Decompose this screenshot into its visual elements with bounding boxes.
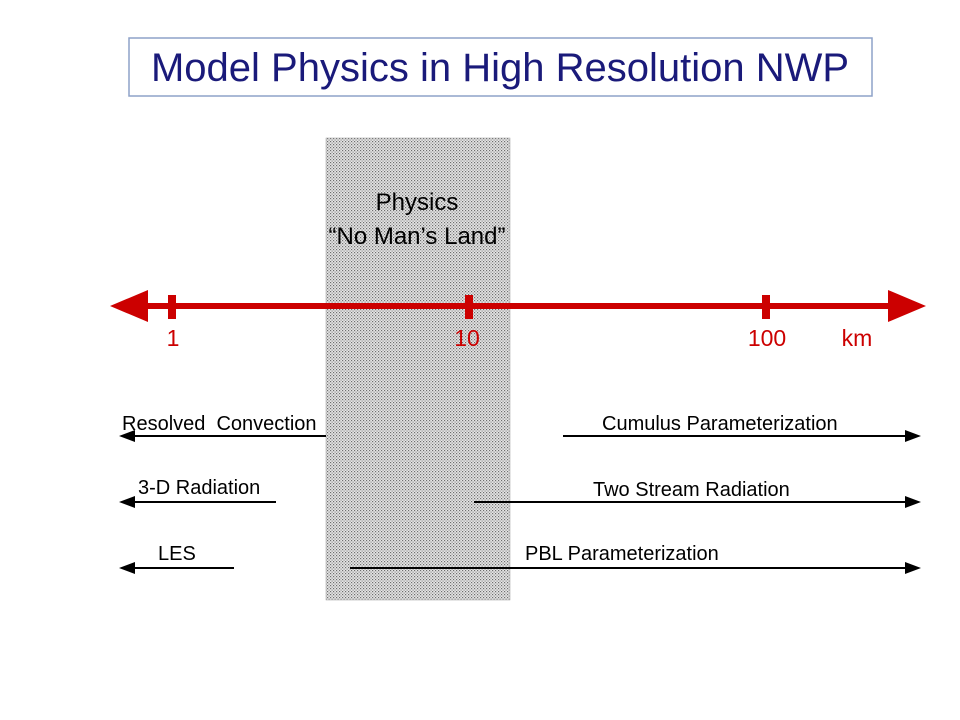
title-box	[128, 37, 873, 97]
scale-axis-right-arrowhead	[888, 290, 926, 322]
radiation-3d-arrowhead	[119, 496, 135, 508]
resolved-convection-arrowhead	[119, 430, 135, 442]
pbl-arrowhead	[905, 562, 921, 574]
resolved-convection-label: Resolved Convection	[122, 413, 317, 435]
two-stream-arrowhead	[905, 496, 921, 508]
axis-unit-label: km	[842, 325, 873, 351]
cumulus-arrowhead	[905, 430, 921, 442]
tick-label-100: 100	[748, 325, 786, 351]
les-arrowhead	[119, 562, 135, 574]
tick-label-10: 10	[454, 325, 480, 351]
radiation-3d-label: 3-D Radiation	[138, 477, 260, 499]
tick-10km	[465, 295, 473, 319]
page-title: Model Physics in High Resolution NWP	[151, 46, 849, 90]
two-stream-label: Two Stream Radiation	[593, 479, 790, 501]
scale-axis-left-arrowhead	[110, 290, 148, 322]
tick-label-1: 1	[167, 325, 180, 351]
zone-label-physics: Physics	[376, 189, 459, 216]
pbl-label: PBL Parameterization	[525, 543, 719, 565]
les-label: LES	[158, 543, 196, 565]
cumulus-label: Cumulus Parameterization	[602, 413, 838, 435]
zone-label-no-mans-land: “No Man’s Land”	[329, 223, 506, 250]
no-mans-land-zone	[325, 137, 511, 601]
tick-100km	[762, 295, 770, 319]
tick-1km	[168, 295, 176, 319]
